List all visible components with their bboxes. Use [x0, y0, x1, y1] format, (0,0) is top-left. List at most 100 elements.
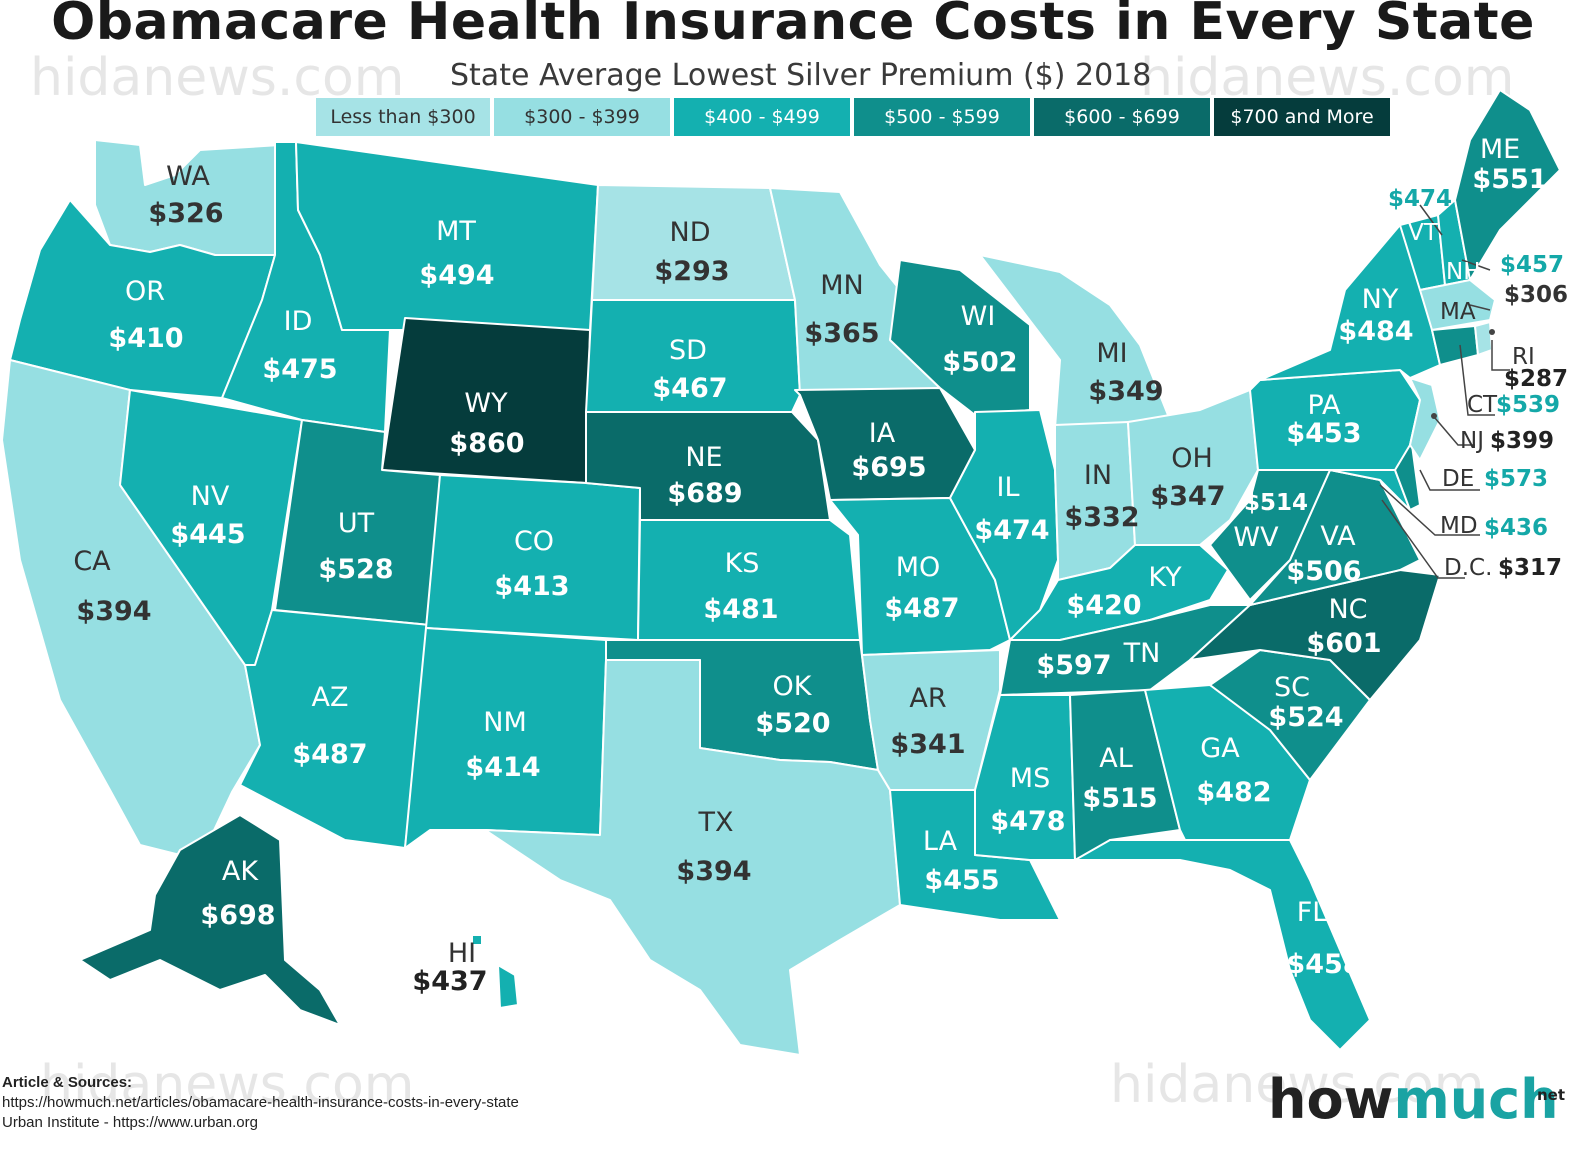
sources-heading: Article & Sources: [2, 1074, 133, 1091]
callout-label: DE [1442, 466, 1474, 492]
state-price: $514 [1244, 490, 1308, 516]
state-price: $420 [1066, 590, 1141, 621]
callout-price: $539 [1496, 392, 1560, 418]
state-shape-nm [404, 627, 607, 849]
state-label: ND [670, 217, 711, 248]
source-link[interactable]: Urban Institute - https://www.urban.org [2, 1114, 258, 1131]
state-price: $515 [1082, 783, 1157, 814]
callout-price: $474 [1388, 186, 1452, 212]
state-price: $293 [654, 256, 729, 287]
state-price: $413 [494, 571, 569, 602]
callout-price: $573 [1484, 466, 1548, 492]
subtitle: State Average Lowest Silver Premium ($) … [450, 58, 1152, 93]
state-shape-ct [1431, 325, 1479, 366]
state-price: $394 [76, 596, 151, 627]
state-shape-ak [79, 814, 341, 1026]
callout-label: NJ [1460, 428, 1484, 454]
callout-price: $306 [1504, 282, 1568, 308]
state-price: $394 [676, 856, 751, 887]
callout-line [1419, 469, 1480, 491]
state-label: IA [869, 418, 896, 449]
legend-item: $700 and More [1214, 98, 1390, 136]
state-label: HI [448, 938, 476, 969]
state-price: $455 [924, 865, 999, 896]
state-price: $484 [1338, 316, 1413, 347]
state-price: $475 [262, 354, 337, 385]
state-label: MS [1010, 763, 1050, 794]
logo-suffix: net [1537, 1086, 1566, 1104]
state-label: SC [1274, 672, 1310, 703]
state-price: $482 [1196, 777, 1271, 808]
state-shape-ma [1419, 279, 1496, 331]
state-label: MN [820, 270, 864, 301]
state-label: IN [1084, 460, 1112, 491]
state-price: $601 [1306, 628, 1381, 659]
state-shape-fl [1074, 839, 1371, 1051]
logo-part-how: how [1268, 1068, 1394, 1131]
state-price: $458 [1286, 949, 1361, 980]
state-label: OK [773, 671, 813, 702]
state-shape-tx [484, 659, 901, 1056]
state-price: $341 [890, 729, 965, 760]
state-price: $347 [1150, 481, 1225, 512]
callout-price: $287 [1504, 366, 1568, 392]
state-price: $410 [108, 323, 183, 354]
callout-price: $317 [1498, 555, 1562, 581]
state-price: $478 [990, 806, 1065, 837]
legend-item: $500 - $599 [854, 98, 1030, 136]
legend: Less than $300 $300 - $399 $400 - $499 $… [316, 98, 1390, 136]
state-price: $453 [1286, 418, 1361, 449]
state-price: $487 [884, 593, 959, 624]
state-price: $689 [667, 478, 742, 509]
state-price: $414 [465, 752, 540, 783]
callout-line [1461, 259, 1491, 271]
state-price: $332 [1064, 502, 1139, 533]
state-label: WA [166, 161, 210, 192]
state-price: $695 [851, 452, 926, 483]
state-label: AZ [312, 682, 349, 713]
state-label: OH [1171, 443, 1213, 474]
state-price: $326 [148, 198, 223, 229]
logo-part-much: much [1393, 1068, 1559, 1131]
watermark: hidanews.com [40, 1055, 415, 1115]
state-label: KY [1148, 562, 1182, 593]
state-label: PA [1307, 390, 1341, 421]
state-label: NC [1328, 594, 1367, 625]
state-label: TX [698, 807, 734, 838]
callout-line [1379, 484, 1480, 536]
legend-item: $400 - $499 [674, 98, 850, 136]
state-label: MO [896, 552, 941, 583]
state-price: $502 [942, 347, 1017, 378]
state-price: $551 [1472, 164, 1547, 195]
state-price: $506 [1286, 556, 1361, 587]
page-title: Obamacare Health Insurance Costs in Ever… [51, 0, 1535, 52]
callout-line [1459, 344, 1495, 416]
callout-label: D.C. [1444, 555, 1492, 581]
callout-line [1419, 204, 1443, 236]
state-label: LA [923, 826, 958, 857]
state-label: NE [685, 442, 722, 473]
state-label: UT [338, 508, 375, 539]
state-price: $698 [200, 900, 275, 931]
state-price: $474 [974, 515, 1049, 546]
state-shape-hi [497, 964, 519, 1009]
state-label: WY [464, 388, 508, 419]
source-link[interactable]: https://howmuch.net/articles/obamacare-h… [2, 1094, 519, 1111]
state-price: $528 [318, 554, 393, 585]
state-label: CO [514, 526, 554, 557]
state-price: $597 [1036, 650, 1111, 681]
callout-label: CT [1467, 392, 1498, 418]
state-shape-ri [1474, 321, 1493, 356]
legend-item: Less than $300 [316, 98, 490, 136]
state-price: $860 [449, 428, 524, 459]
state-label: MI [1096, 338, 1127, 369]
state-shape-me [1454, 89, 1561, 281]
callout-label: NH [1446, 259, 1481, 285]
state-label: WI [961, 301, 996, 332]
state-shape-ar [861, 649, 1001, 791]
watermark: hidanews.com [1110, 1055, 1485, 1115]
state-label: WV [1233, 522, 1279, 553]
state-label: KS [725, 548, 760, 579]
callout-label: MA [1440, 299, 1476, 325]
